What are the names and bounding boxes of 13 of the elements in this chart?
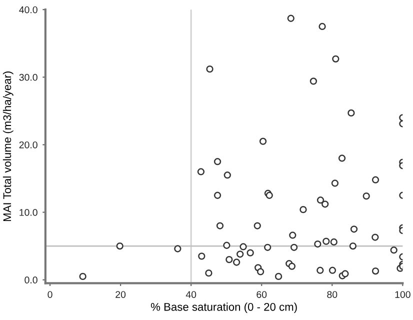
x-tick-label: 100	[395, 291, 410, 298]
y-tick-label: 10.0	[20, 209, 38, 216]
x-tick-label: 60	[256, 291, 267, 298]
x-tick-label: 20	[116, 291, 126, 298]
y-axis-title: MAI Total volume (m3/ha/year)	[2, 72, 14, 222]
y-tick-label: 30.0	[19, 74, 38, 81]
y-tick-label: 0.0	[24, 276, 38, 284]
y-tick-label: 40.0	[19, 6, 38, 14]
x-tick-label: 80	[327, 291, 338, 298]
x-axis-title: % Base saturation (0 - 20 cm)	[150, 302, 297, 314]
y-tick-label: 20.0	[19, 141, 38, 148]
x-tick-label: 40	[186, 291, 196, 298]
x-tick-label: 0	[48, 291, 52, 298]
